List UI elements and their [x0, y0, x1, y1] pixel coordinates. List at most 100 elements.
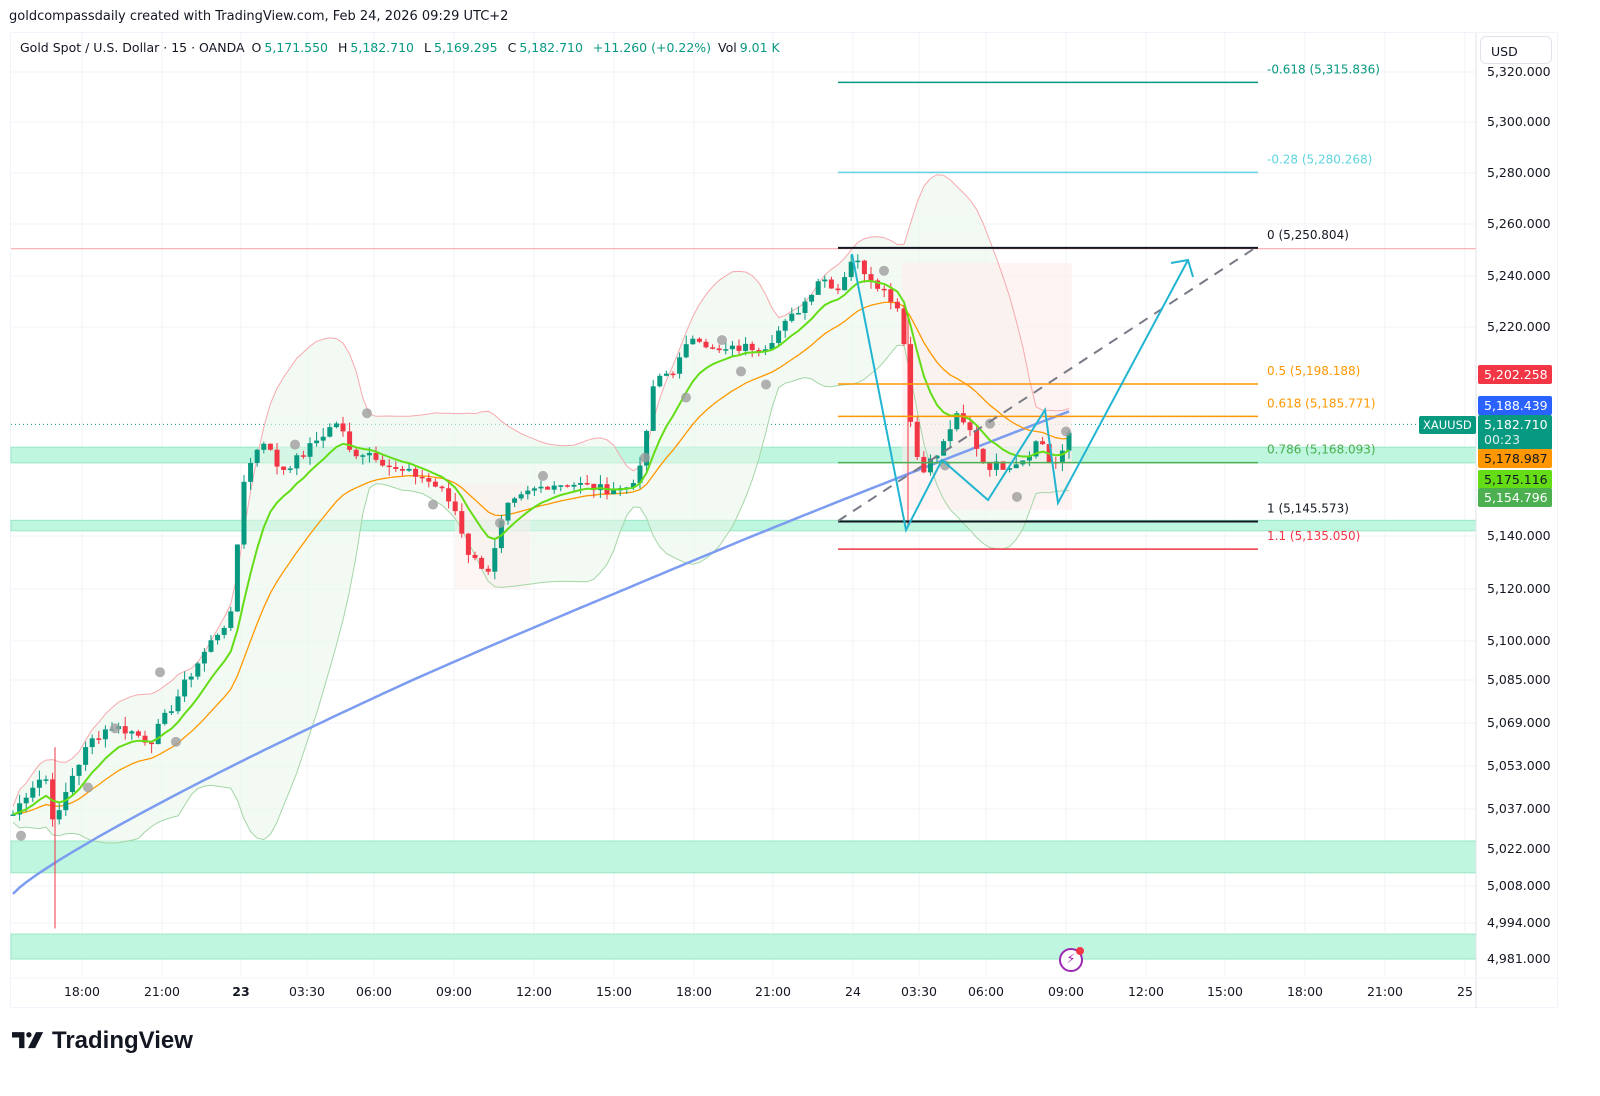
x-axis-label: 21:00 [755, 984, 791, 999]
notification-dot [1076, 947, 1084, 955]
candle-body [914, 421, 920, 457]
x-axis-label: 09:00 [1048, 984, 1084, 999]
candle-body [505, 502, 511, 521]
candle-body [657, 375, 663, 387]
price-tag: 5,175.116 [1478, 470, 1552, 489]
x-axis-label: 09:00 [436, 984, 472, 999]
bollinger-band-fill [13, 174, 1069, 843]
candle-body [538, 486, 544, 489]
candle-body [564, 485, 570, 487]
candle-body [89, 738, 95, 748]
candle-body [294, 455, 300, 469]
candle-body [182, 679, 188, 697]
candle-body [756, 350, 762, 352]
y-axis-label: 5,320.000 [1487, 64, 1551, 79]
candle-body [729, 345, 735, 350]
candle-body [228, 611, 234, 628]
candle-body [835, 288, 841, 291]
candle-body [855, 260, 861, 263]
candle-body [908, 344, 914, 422]
symbol-price-tag: XAUUSD [1419, 416, 1476, 434]
open-value: O 5,171.550 [251, 40, 328, 55]
candle-body [340, 423, 346, 432]
x-axis-label: 15:00 [1207, 984, 1243, 999]
candle-body [993, 461, 999, 470]
signal-dot [110, 723, 120, 734]
y-axis-label: 5,120.000 [1487, 581, 1551, 596]
candle-body [366, 452, 372, 456]
ema-slow-line [12, 301, 1070, 816]
y-axis-label: 5,220.000 [1487, 319, 1551, 334]
candle-body [373, 452, 379, 460]
candle-body [281, 466, 287, 470]
candle-body [129, 731, 135, 734]
candle-body [459, 511, 465, 534]
x-axis-label: 18:00 [676, 984, 712, 999]
candle-body [1059, 450, 1065, 463]
candle-body [492, 548, 498, 572]
candle-body [960, 413, 966, 423]
change-value: +11.260 (+0.22%) [592, 40, 712, 55]
price-tag: 5,154.796 [1478, 488, 1552, 507]
candle-body [347, 431, 353, 450]
brand-name: TradingView [52, 1027, 193, 1054]
candle-body [267, 443, 273, 450]
candle-body [888, 289, 894, 302]
low-value: L 5,169.295 [424, 40, 498, 55]
signal-dot [985, 418, 995, 429]
candle-body [809, 294, 815, 302]
signal-dot [290, 439, 300, 450]
fib-label: -0.618 (5,315.836) [1267, 62, 1380, 76]
candle-body [446, 488, 452, 502]
y-axis-label: 5,037.000 [1487, 801, 1551, 816]
projection-path [851, 253, 1189, 534]
x-axis-label: 21:00 [144, 984, 180, 999]
candle-body [201, 651, 207, 664]
candle-body [650, 386, 656, 431]
candle-body [162, 712, 168, 724]
candle-body [710, 347, 716, 349]
candle-body [868, 274, 874, 281]
candle-body [921, 456, 927, 473]
x-axis-label: 25 [1457, 984, 1473, 999]
candle-body [83, 747, 89, 765]
y-axis-label: 5,053.000 [1487, 758, 1551, 773]
support-zone [10, 933, 1477, 960]
y-axis-label: 5,260.000 [1487, 216, 1551, 231]
candle-body [947, 429, 953, 442]
candle-body [241, 481, 247, 545]
signal-dot [428, 499, 438, 510]
candle-body [894, 301, 900, 309]
candle-body [215, 634, 221, 641]
candle-body [1000, 461, 1006, 470]
signal-dot [495, 517, 505, 528]
candle-body [881, 288, 887, 291]
trend-line [837, 245, 1259, 522]
bollinger-lower-line [12, 344, 1070, 844]
candle-body [479, 557, 485, 569]
candle-body [452, 501, 458, 512]
ema-fast-line [12, 279, 1070, 816]
candle-body [353, 449, 359, 457]
candle-body [815, 281, 821, 295]
candle-body [558, 485, 564, 487]
signal-dot [83, 782, 93, 793]
candle-body [17, 803, 23, 815]
high-value: H 5,182.710 [337, 40, 415, 55]
candle-body [195, 663, 201, 677]
candle-body [485, 568, 491, 572]
signal-dot [879, 265, 889, 276]
candle-body [327, 427, 333, 437]
symbol-title[interactable]: Gold Spot / U.S. Dollar · 15 · OANDA [20, 40, 245, 55]
candle-body [749, 343, 755, 351]
y-axis-label: 4,994.000 [1487, 915, 1551, 930]
y-axis-label: 5,008.000 [1487, 878, 1551, 893]
currency-button[interactable]: USD [1480, 36, 1552, 64]
y-axis-label: 5,069.000 [1487, 715, 1551, 730]
x-axis-label: 18:00 [1287, 984, 1323, 999]
candle-body [168, 711, 174, 713]
y-axis-label: 5,022.000 [1487, 841, 1551, 856]
fib-label: 0.618 (5,185.771) [1267, 396, 1376, 410]
candle-body [155, 723, 161, 745]
